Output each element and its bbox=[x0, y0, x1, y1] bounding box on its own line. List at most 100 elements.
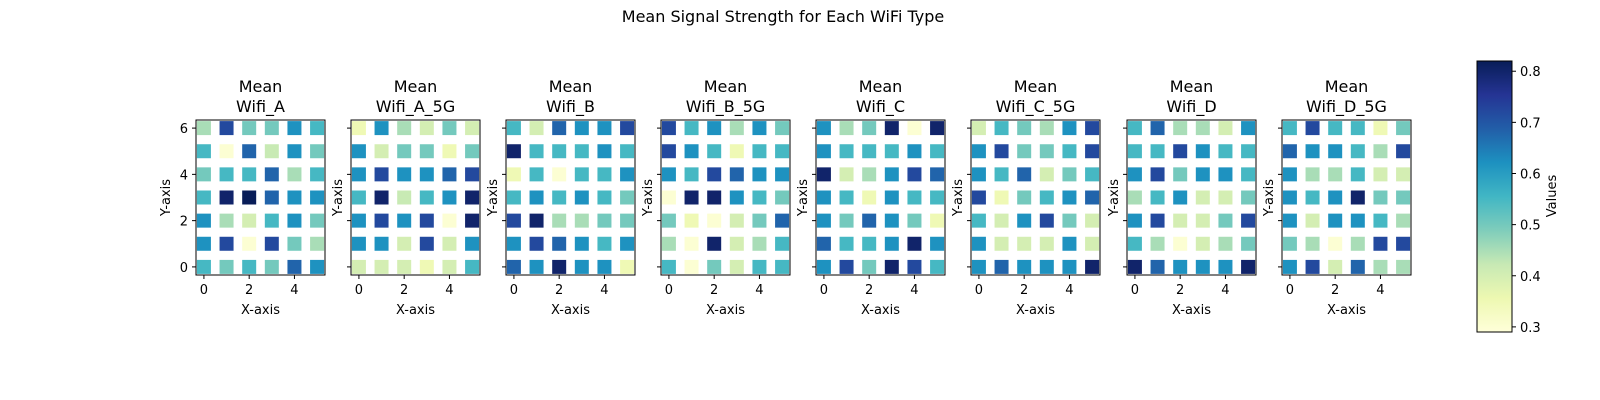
heatmap-cell bbox=[264, 167, 279, 182]
heatmap-cell bbox=[884, 167, 899, 182]
heatmap-cell bbox=[930, 236, 945, 251]
heatmap-cell bbox=[971, 190, 986, 205]
heatmap-cell bbox=[1150, 213, 1165, 228]
y-axis-label: Y-axis bbox=[159, 179, 174, 217]
x-tick-label: 4 bbox=[1065, 283, 1073, 298]
heatmap-cell bbox=[1039, 167, 1054, 182]
heatmap-cell bbox=[620, 190, 635, 205]
heatmap-cell bbox=[1241, 259, 1256, 274]
heatmap-cell bbox=[930, 121, 945, 136]
heatmap-cell bbox=[1218, 259, 1233, 274]
heatmap-cell bbox=[310, 259, 325, 274]
heatmap-cell bbox=[729, 190, 744, 205]
panel-title-line1: Mean bbox=[239, 77, 283, 96]
x-tick-label: 0 bbox=[975, 283, 983, 298]
colorbar: 0.3 0.4 0.5 0.6 0.7 0.8 Values bbox=[1476, 60, 1560, 336]
heatmap-cell bbox=[729, 213, 744, 228]
heatmap-cell bbox=[1328, 190, 1343, 205]
heatmap-cell bbox=[574, 236, 589, 251]
heatmap-cell bbox=[465, 213, 480, 228]
heatmap-cell bbox=[1195, 121, 1210, 136]
heatmap-cell bbox=[707, 236, 722, 251]
heatmap-cell bbox=[661, 259, 676, 274]
heatmap-cell bbox=[930, 213, 945, 228]
heatmap-cell bbox=[287, 190, 302, 205]
heatmap-cell bbox=[310, 190, 325, 205]
heatmap-cell bbox=[1127, 259, 1142, 274]
heatmap-cell bbox=[1062, 259, 1077, 274]
heatmap-cell bbox=[1085, 259, 1100, 274]
heatmap-cell bbox=[1127, 144, 1142, 159]
heatmap-cell bbox=[506, 144, 521, 159]
heatmap-cell bbox=[775, 213, 790, 228]
heatmap-cell bbox=[1373, 190, 1388, 205]
x-tick-label: 4 bbox=[1376, 283, 1384, 298]
x-axis-label: X-axis bbox=[396, 303, 435, 318]
heatmap-cell bbox=[465, 236, 480, 251]
heatmap-cell bbox=[264, 213, 279, 228]
heatmap-cell bbox=[862, 190, 877, 205]
heatmap-cell bbox=[862, 213, 877, 228]
heatmap-cell bbox=[1218, 121, 1233, 136]
heatmap-cell bbox=[1396, 144, 1411, 159]
heatmap-cell bbox=[442, 144, 457, 159]
heatmap-cell bbox=[1218, 167, 1233, 182]
heatmap-cell bbox=[574, 144, 589, 159]
heatmap-cell bbox=[684, 190, 699, 205]
panel-frame bbox=[350, 119, 481, 276]
heatmap-cell bbox=[994, 167, 1009, 182]
heatmap-cell bbox=[574, 121, 589, 136]
y-axis-label: Y-axis bbox=[641, 179, 656, 217]
heatmap-cell bbox=[552, 144, 567, 159]
heatmap-cell bbox=[1017, 144, 1032, 159]
heatmap-cell bbox=[1127, 121, 1142, 136]
heatmap-cell bbox=[529, 213, 544, 228]
heatmap-cell bbox=[839, 167, 854, 182]
x-tick-label: 2 bbox=[1331, 283, 1339, 298]
heatmap-cell bbox=[684, 121, 699, 136]
heatmap-cell bbox=[552, 121, 567, 136]
heatmap-cell bbox=[397, 144, 412, 159]
heatmap-cell bbox=[287, 121, 302, 136]
heatmap-cell bbox=[529, 259, 544, 274]
heatmap-cell bbox=[442, 236, 457, 251]
heatmap-cell bbox=[287, 213, 302, 228]
heatmap-cell bbox=[529, 236, 544, 251]
heatmap-cell bbox=[971, 167, 986, 182]
colorbar-tick-label: 0.8 bbox=[1520, 65, 1541, 80]
heatmap-cell bbox=[1195, 190, 1210, 205]
heatmap-cell bbox=[1350, 190, 1365, 205]
heatmap-cell bbox=[506, 167, 521, 182]
heatmap-cell bbox=[707, 190, 722, 205]
heatmap-cell bbox=[839, 259, 854, 274]
heatmap-cell bbox=[1062, 121, 1077, 136]
heatmap-cell bbox=[552, 213, 567, 228]
heatmap-cell bbox=[816, 167, 831, 182]
heatmap-cell bbox=[310, 236, 325, 251]
heatmap-cell bbox=[264, 236, 279, 251]
heatmap-cell bbox=[752, 167, 767, 182]
heatmap-cell bbox=[1173, 167, 1188, 182]
heatmap-cell bbox=[1282, 236, 1297, 251]
heatmap-cell bbox=[661, 167, 676, 182]
heatmap-cell bbox=[1039, 236, 1054, 251]
heatmap-cell bbox=[620, 144, 635, 159]
heatmap-cell bbox=[884, 121, 899, 136]
heatmap-cell bbox=[196, 213, 211, 228]
heatmap-cell bbox=[310, 213, 325, 228]
heatmap-cell bbox=[1062, 190, 1077, 205]
heatmap-cell bbox=[1150, 236, 1165, 251]
heatmap-cell bbox=[529, 190, 544, 205]
heatmap-cell bbox=[1373, 236, 1388, 251]
heatmap-cell bbox=[816, 236, 831, 251]
heatmap-cell bbox=[419, 121, 434, 136]
panel-frame bbox=[1281, 119, 1412, 276]
heatmap-cell bbox=[1085, 144, 1100, 159]
heatmap-cell bbox=[1017, 259, 1032, 274]
heatmap-cell bbox=[839, 236, 854, 251]
x-tick-label: 0 bbox=[1286, 283, 1294, 298]
heatmap-cell bbox=[442, 213, 457, 228]
